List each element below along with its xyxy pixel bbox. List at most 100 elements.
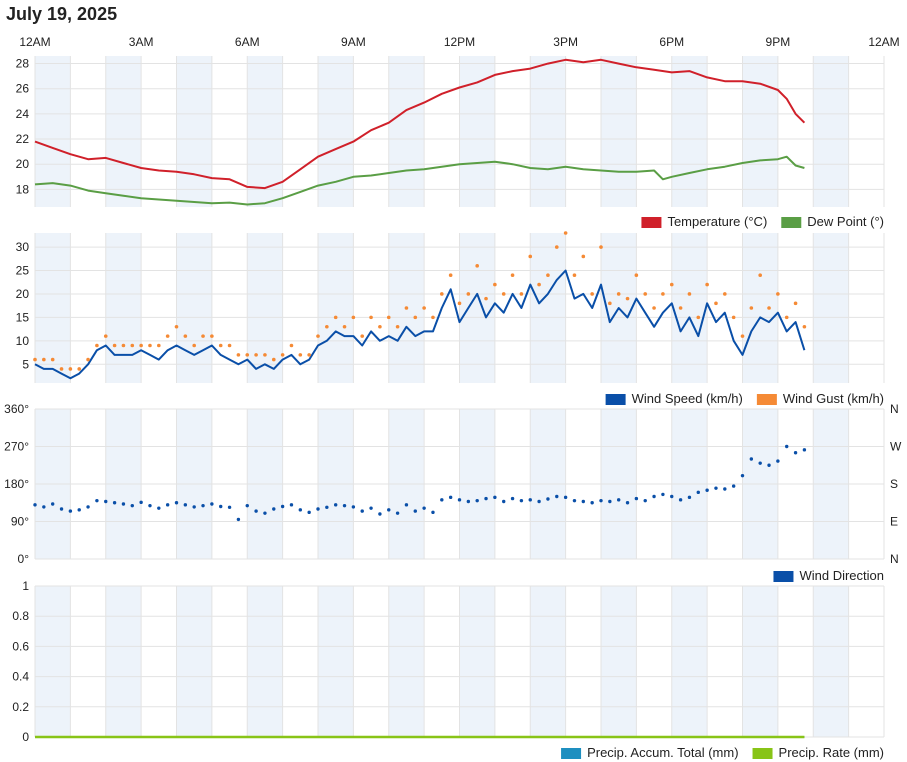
hour-band xyxy=(35,586,71,737)
wind-gust-point xyxy=(201,334,205,338)
chart-panels: 18 20 22 24 26 28 Dew Point (°) Temperature (°C… xyxy=(4,56,902,760)
wind-gust-point xyxy=(271,357,276,362)
wind-direction-point xyxy=(572,498,577,503)
wind-gust-point xyxy=(581,254,586,259)
wind-direction-point xyxy=(563,495,568,500)
wind-gust-point xyxy=(440,292,444,296)
hour-band xyxy=(530,233,566,383)
legend-label: Precip. Accum. Total (mm) xyxy=(587,745,738,760)
x-tick-label: 3AM xyxy=(129,35,154,49)
wind-gust-point xyxy=(386,315,391,320)
wind-gust-point xyxy=(475,264,479,268)
wind-gust-point xyxy=(678,306,683,310)
wind-direction-point xyxy=(802,448,807,452)
wind-direction-point xyxy=(705,488,709,492)
wind-gust-point xyxy=(599,245,603,249)
wind-gust-point xyxy=(758,273,762,277)
wind-gust-point xyxy=(546,273,550,277)
wind-gust-point xyxy=(661,292,665,296)
wind-gust-point xyxy=(731,315,736,320)
y-tick-label: 0.4 xyxy=(12,670,29,684)
wind-gust-point xyxy=(369,315,373,320)
x-tick-label: 9PM xyxy=(766,35,791,49)
y-tick-label: 20 xyxy=(16,287,30,301)
wind-direction-point xyxy=(634,496,639,501)
wind-gust-point xyxy=(42,357,46,362)
wind-direction-point xyxy=(369,506,373,510)
y-tick-label: 0.2 xyxy=(12,700,29,714)
wind-gust-point xyxy=(236,353,241,357)
wind-gust-point xyxy=(634,273,639,277)
wind-direction-point xyxy=(793,451,798,455)
wind-direction-point xyxy=(157,506,161,510)
hour-band xyxy=(742,233,778,383)
wind-direction-point xyxy=(280,504,285,509)
wind-direction-point xyxy=(183,503,188,507)
wind-gust-point xyxy=(121,343,126,348)
wind-gust-point xyxy=(95,343,99,348)
wind-gust-point xyxy=(457,301,462,306)
y-tick-label: 180° xyxy=(4,477,29,491)
hour-band xyxy=(459,56,495,207)
wind-gust-point xyxy=(767,306,771,310)
y-tick-label: 25 xyxy=(16,264,30,278)
wind-gust-point xyxy=(395,324,400,329)
y-tick-label: 360° xyxy=(4,402,29,416)
wind-gust-point xyxy=(537,282,541,287)
wind-direction-point xyxy=(457,498,462,502)
wind-gust-point xyxy=(776,292,780,296)
wind-gust-point xyxy=(448,273,453,277)
wind-direction-point xyxy=(112,501,117,505)
legend-label: Temperature (°C) xyxy=(667,214,767,229)
wind-direction-point xyxy=(289,503,294,507)
wind-direction-point xyxy=(493,495,497,500)
legend-swatch xyxy=(605,394,626,405)
wind-direction-point xyxy=(625,501,630,505)
wind-gust-point xyxy=(714,301,718,306)
wind-direction-point xyxy=(723,487,727,491)
wind-gust-point xyxy=(493,282,497,287)
wind-direction-point xyxy=(342,503,347,508)
wind-direction-point xyxy=(502,499,506,504)
wind-direction-point xyxy=(431,510,435,515)
wind-direction-point xyxy=(77,508,81,512)
wind-direction-point xyxy=(422,506,426,510)
legend-swatch xyxy=(561,748,582,759)
hour-band xyxy=(813,233,849,383)
wind-direction-point xyxy=(325,505,329,510)
wind-direction-point xyxy=(749,457,754,461)
wind-gust-point xyxy=(325,324,329,329)
legend-swatch xyxy=(756,394,777,405)
wind-gust-point xyxy=(484,296,488,301)
wind-direction-point xyxy=(165,503,170,507)
wind-direction-point xyxy=(555,494,559,499)
hour-band xyxy=(530,586,566,737)
hour-band xyxy=(388,56,425,207)
temperature-line xyxy=(34,58,806,190)
legend-label: Dew Point (°) xyxy=(807,214,884,229)
wind-gust-point xyxy=(280,353,285,357)
wind-gust-point xyxy=(422,306,426,310)
hour-band xyxy=(105,56,142,207)
wind-gust-point xyxy=(227,343,232,348)
wind-gust-point xyxy=(528,254,533,259)
wind-gust-point xyxy=(784,315,789,320)
legend-label: Wind Gust (km/h) xyxy=(783,391,884,406)
wind-gust-point xyxy=(563,231,568,235)
wind-direction-point xyxy=(236,517,241,522)
wind-direction-point xyxy=(174,501,179,505)
wind-direction-point xyxy=(95,498,99,503)
compass-tick-label: E xyxy=(890,515,898,529)
wind-gust-point xyxy=(86,357,90,362)
hour-band xyxy=(247,586,283,737)
wind-gust-point xyxy=(298,353,303,357)
wind-direction-point xyxy=(484,496,488,501)
y-tick-label: 30 xyxy=(16,240,30,254)
wind-direction-point xyxy=(333,503,338,507)
wind-gust-point xyxy=(139,343,143,348)
y-tick-label: 20 xyxy=(16,157,30,171)
y-tick-label: 270° xyxy=(4,440,29,454)
hour-band xyxy=(176,586,212,737)
wind-direction-point xyxy=(466,499,471,504)
wind-gust-point xyxy=(705,282,709,287)
